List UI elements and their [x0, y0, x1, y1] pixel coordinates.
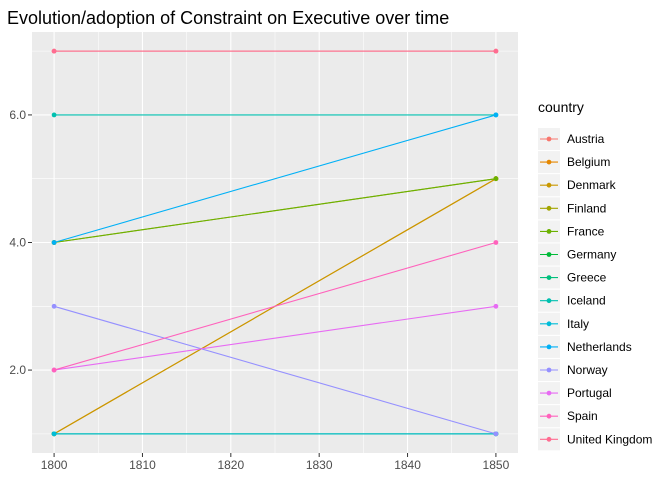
x-tick-label: 1830 — [306, 458, 333, 472]
y-tick-label: 6.0 — [9, 108, 26, 122]
legend-label: Denmark — [567, 178, 617, 192]
legend-key-point — [546, 275, 552, 280]
y-tick-label: 4.0 — [9, 236, 26, 250]
x-axis: 1800 1810 1820 1830 1840 1850 — [41, 453, 510, 472]
data-point — [493, 176, 499, 182]
series-line — [54, 178, 496, 244]
x-tick-label: 1800 — [41, 458, 68, 472]
legend-title: country — [538, 99, 584, 115]
legend: country Austria Belgium Denmark Finland Fran… — [538, 99, 652, 451]
series-line — [53, 305, 497, 435]
legend-key-point — [546, 413, 552, 419]
legend-key-point — [546, 229, 552, 234]
legend-item: Finland — [538, 197, 606, 220]
legend-label: Austria — [567, 132, 605, 146]
data-point — [493, 240, 499, 245]
data-point — [51, 431, 57, 437]
x-tick-label: 1840 — [394, 458, 421, 472]
series-united-kingdom — [51, 48, 499, 54]
legend-label: Belgium — [567, 155, 610, 169]
data-point — [51, 48, 57, 54]
legend-item: Netherlands — [538, 335, 632, 358]
series-line — [53, 241, 497, 371]
legend-label: Spain — [567, 409, 598, 423]
y-axis: 2.0 4.0 6.0 — [9, 108, 32, 377]
data-point — [51, 367, 57, 373]
legend-label: Netherlands — [567, 340, 632, 354]
legend-key-point — [546, 436, 552, 442]
series-norway — [51, 303, 499, 437]
data-point — [493, 48, 499, 54]
legend-key-point — [546, 390, 552, 396]
legend-label: Germany — [567, 248, 616, 262]
legend-label: Greece — [567, 271, 607, 285]
chart-title: Evolution/adoption of Constraint on Exec… — [7, 8, 449, 28]
legend-key-point — [546, 321, 552, 327]
legend-item: Greece — [538, 266, 607, 289]
legend-label: Norway — [567, 363, 608, 377]
legend-item: Spain — [538, 405, 598, 428]
legend-item: Portugal — [538, 382, 612, 405]
legend-key-point — [546, 298, 552, 304]
legend-label: Finland — [567, 201, 606, 215]
legend-key-point — [546, 182, 552, 188]
series-spain — [51, 240, 499, 373]
legend-item: France — [538, 220, 605, 243]
x-tick-label: 1820 — [217, 458, 244, 472]
legend-items: Austria Belgium Denmark Finland France German… — [538, 128, 652, 451]
data-point — [51, 240, 57, 245]
data-point — [493, 303, 499, 309]
series-netherlands — [51, 112, 499, 245]
legend-label: Portugal — [567, 386, 612, 400]
legend-label: United Kingdom — [567, 432, 652, 446]
legend-item: Belgium — [538, 151, 610, 174]
data-point — [493, 112, 499, 118]
series-layer — [51, 48, 499, 437]
legend-item: Austria — [538, 128, 605, 150]
legend-key-point — [546, 367, 552, 373]
legend-label: Italy — [567, 317, 589, 331]
y-tick-label: 2.0 — [9, 363, 26, 377]
legend-key-point — [546, 344, 552, 350]
legend-item: Germany — [538, 243, 616, 266]
series-line — [54, 305, 496, 371]
series-line — [53, 114, 497, 244]
legend-key-point — [546, 159, 552, 165]
x-tick-label: 1810 — [129, 458, 156, 472]
x-tick-label: 1850 — [483, 458, 510, 472]
data-point — [493, 431, 499, 437]
data-point — [51, 303, 57, 309]
legend-key-point — [546, 252, 552, 257]
legend-item: Italy — [538, 312, 589, 335]
legend-label: Iceland — [567, 294, 606, 308]
data-point — [51, 112, 57, 118]
legend-item: United Kingdom — [538, 428, 652, 451]
legend-item: Norway — [538, 359, 608, 381]
legend-label: France — [567, 224, 605, 238]
legend-item: Denmark — [538, 174, 617, 197]
legend-item: Iceland — [538, 289, 606, 312]
legend-key-point — [546, 136, 552, 142]
legend-key-point — [546, 205, 552, 211]
